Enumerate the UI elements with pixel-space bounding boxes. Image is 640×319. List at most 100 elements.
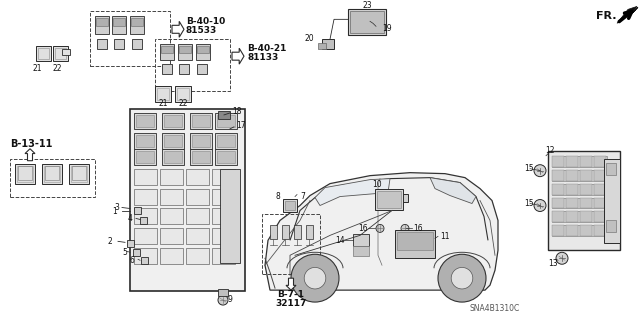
- Bar: [131, 19, 143, 26]
- Bar: [55, 48, 66, 59]
- Bar: [580, 197, 592, 209]
- Bar: [395, 230, 435, 258]
- Bar: [552, 211, 564, 222]
- Bar: [186, 228, 209, 244]
- Bar: [136, 115, 154, 127]
- Bar: [580, 170, 592, 181]
- Bar: [322, 39, 334, 49]
- Bar: [594, 170, 606, 181]
- Bar: [566, 156, 578, 167]
- Bar: [212, 228, 235, 244]
- Text: 32117: 32117: [275, 299, 307, 308]
- Polygon shape: [617, 6, 638, 23]
- Bar: [400, 194, 408, 202]
- Bar: [190, 149, 212, 165]
- Bar: [179, 46, 191, 53]
- Bar: [141, 257, 148, 264]
- Bar: [580, 226, 592, 236]
- Text: 8: 8: [276, 192, 280, 201]
- Bar: [552, 170, 607, 181]
- Bar: [178, 44, 192, 60]
- Bar: [306, 226, 313, 239]
- Text: 1: 1: [112, 207, 116, 216]
- Circle shape: [534, 199, 546, 211]
- Bar: [552, 197, 564, 209]
- Bar: [594, 226, 606, 236]
- Bar: [134, 169, 157, 185]
- Polygon shape: [315, 179, 390, 205]
- Text: FR.: FR.: [596, 11, 616, 21]
- Bar: [62, 49, 70, 55]
- Bar: [44, 166, 60, 182]
- Circle shape: [438, 254, 486, 302]
- Bar: [552, 211, 607, 222]
- Bar: [212, 189, 235, 204]
- Bar: [72, 166, 86, 180]
- Bar: [552, 170, 564, 181]
- Text: B-13-11: B-13-11: [10, 139, 52, 149]
- Circle shape: [556, 252, 568, 264]
- Text: 16: 16: [413, 224, 422, 233]
- Text: 20: 20: [305, 34, 314, 43]
- Bar: [160, 209, 183, 225]
- Bar: [552, 156, 607, 167]
- Bar: [548, 151, 620, 250]
- Bar: [566, 197, 578, 209]
- Text: 19: 19: [382, 24, 392, 33]
- Text: 10: 10: [372, 180, 381, 189]
- Bar: [606, 220, 616, 232]
- Bar: [164, 135, 182, 147]
- Text: 9: 9: [228, 294, 233, 304]
- Bar: [196, 44, 210, 60]
- Bar: [218, 111, 230, 119]
- Bar: [190, 113, 212, 129]
- Bar: [283, 198, 297, 212]
- Bar: [133, 249, 140, 256]
- Bar: [192, 135, 210, 147]
- Bar: [580, 211, 592, 222]
- Bar: [552, 226, 607, 236]
- Text: 3: 3: [114, 203, 119, 212]
- Bar: [90, 11, 170, 66]
- Bar: [134, 209, 157, 225]
- Bar: [136, 135, 154, 147]
- Bar: [71, 166, 87, 182]
- Text: 17: 17: [236, 121, 246, 130]
- Bar: [38, 48, 49, 59]
- Bar: [42, 164, 62, 184]
- Text: 7: 7: [300, 192, 305, 201]
- Bar: [130, 16, 144, 34]
- Polygon shape: [25, 149, 35, 161]
- Bar: [220, 169, 240, 263]
- Bar: [375, 189, 403, 211]
- Bar: [604, 159, 620, 243]
- Text: 5: 5: [122, 248, 127, 257]
- Bar: [217, 151, 235, 163]
- Bar: [552, 156, 564, 167]
- Bar: [350, 11, 384, 33]
- Text: 6: 6: [130, 256, 135, 265]
- Bar: [95, 16, 109, 34]
- Bar: [15, 164, 35, 184]
- Bar: [114, 39, 124, 49]
- Bar: [134, 189, 157, 204]
- Bar: [566, 184, 578, 195]
- Bar: [197, 46, 209, 53]
- Bar: [127, 240, 134, 247]
- Bar: [155, 86, 171, 102]
- Text: 12: 12: [545, 146, 554, 155]
- Bar: [97, 39, 107, 49]
- Text: 22: 22: [179, 100, 188, 108]
- Bar: [566, 226, 578, 236]
- Bar: [217, 135, 235, 147]
- Bar: [136, 151, 154, 163]
- Bar: [162, 149, 184, 165]
- Bar: [160, 189, 183, 204]
- Bar: [594, 156, 606, 167]
- Bar: [160, 228, 183, 244]
- Bar: [594, 211, 606, 222]
- Circle shape: [534, 165, 546, 177]
- Bar: [162, 64, 172, 74]
- Text: 4: 4: [128, 214, 133, 223]
- Bar: [377, 190, 401, 209]
